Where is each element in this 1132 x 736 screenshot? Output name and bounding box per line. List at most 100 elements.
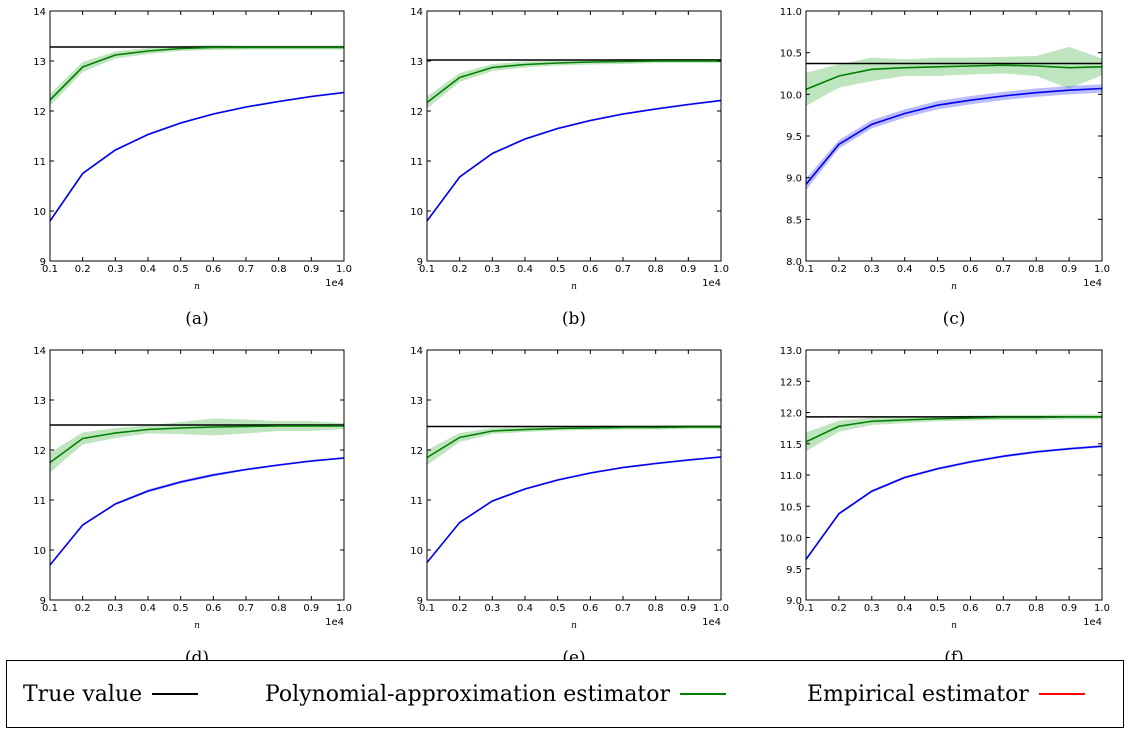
x-tick-label: 0.7	[238, 603, 254, 614]
y-tick-label: 14	[33, 346, 46, 357]
empirical-band	[806, 445, 1102, 561]
empirical-band	[427, 456, 721, 564]
x-tick-label: 1.0	[1094, 603, 1110, 614]
axes-frame	[49, 349, 345, 601]
x-tick-label: 0.7	[615, 603, 631, 614]
y-tick-label: 11	[33, 496, 46, 507]
x-tick-label: 0.3	[484, 264, 500, 275]
x-multiplier: 1e4	[1083, 278, 1102, 289]
chart-panel-4: 0.1 0.2 0.3 0.4 0.5 0.6 0.7 0.8 0.9 1.0 9 10 11 12 13 1…	[33, 346, 352, 660]
y-tick-label: 9.0	[786, 174, 802, 185]
legend-label-emp: Empirical estimator	[807, 681, 1029, 707]
x-tick-label: 0.6	[582, 603, 598, 614]
x-tick-label: 0.6	[582, 264, 598, 275]
x-tick-label: 0.5	[930, 264, 946, 275]
y-tick-label: 9.5	[786, 132, 802, 143]
x-tick-label: 0.5	[930, 603, 946, 614]
legend-entry-emp: Empirical estimator	[807, 661, 1085, 727]
x-tick-label: 0.5	[550, 264, 566, 275]
x-tick-label: 0.3	[864, 603, 880, 614]
y-tick-label: 13	[33, 396, 46, 407]
x-tick-label: 0.1	[798, 264, 814, 275]
empirical-line	[805, 87, 1103, 185]
x-tick-label: 0.1	[42, 603, 58, 614]
x-tick-label: 0.4	[517, 264, 533, 275]
panel-caption: (d)	[185, 648, 209, 660]
y-tick-label: 9	[417, 257, 423, 268]
legend-swatch-emp	[1038, 693, 1085, 695]
x-tick-label: 0.9	[303, 264, 319, 275]
y-tick-label: 13.0	[780, 346, 802, 357]
y-tick-label: 12.5	[780, 377, 802, 388]
x-multiplier: 1e4	[325, 617, 344, 628]
legend-swatch-true	[152, 693, 199, 695]
x-axis-label: n	[194, 621, 200, 631]
x-tick-label: 0.6	[205, 264, 221, 275]
y-tick-label: 14	[410, 346, 423, 357]
x-tick-label: 0.1	[42, 264, 58, 275]
y-tick-label: 14	[33, 7, 46, 18]
legend-entry-true: True value	[23, 661, 199, 727]
chart-panel-6: 0.1 0.2 0.3 0.4 0.5 0.6 0.7 0.8 0.9 1.0 9.0 9.5 10.0…	[780, 346, 1110, 660]
y-tick-label: 10.0	[780, 90, 802, 101]
x-tick-label: 0.8	[1028, 603, 1044, 614]
x-tick-label: 0.8	[648, 603, 664, 614]
y-tick-label: 14	[410, 7, 423, 18]
y-tick-label: 8.5	[786, 215, 802, 226]
x-tick-label: 0.1	[419, 264, 435, 275]
legend: True value Polynomial-approximation esti…	[6, 660, 1124, 728]
y-tick-label: 11.5	[780, 440, 802, 451]
x-tick-label: 0.3	[107, 264, 123, 275]
x-tick-label: 0.5	[550, 603, 566, 614]
y-tick-label: 12	[410, 107, 423, 118]
chart-panel-1: 0.1 0.2 0.3 0.4 0.5 0.6 0.7 0.8 0.9 1.0 9 10 11 12 13 1…	[33, 7, 352, 329]
y-tick-label: 9	[40, 596, 46, 607]
figure: 0.1 0.2 0.3 0.4 0.5 0.6 0.7 0.8 0.9 1.0 9 10 11 12 13 1…	[33, 7, 1110, 660]
x-tick-label: 0.4	[140, 603, 156, 614]
panel-caption: (c)	[943, 309, 966, 329]
axes-frame	[805, 349, 1103, 601]
y-tick-label: 10.5	[780, 49, 802, 60]
y-tick-label: 12	[33, 446, 46, 457]
empirical-line	[426, 99, 722, 222]
x-tick-label: 0.9	[680, 603, 696, 614]
poly-line	[426, 60, 721, 104]
y-tick-label: 11	[33, 157, 46, 168]
poly-band	[427, 59, 721, 109]
x-multiplier: 1e4	[1083, 617, 1102, 628]
x-tick-label: 0.7	[995, 603, 1011, 614]
y-tick-label: 8.0	[786, 257, 802, 268]
poly-line	[426, 426, 721, 459]
x-tick-label: 0.3	[484, 603, 500, 614]
x-axis-label: n	[951, 621, 957, 631]
y-tick-label: 10	[33, 207, 46, 218]
x-tick-label: 0.4	[517, 603, 533, 614]
x-tick-label: 0.3	[864, 264, 880, 275]
x-axis-label: n	[194, 282, 200, 292]
poly-band	[806, 46, 1102, 106]
legend-label-poly: Polynomial-approximation estimator	[265, 681, 671, 707]
x-tick-label: 1.0	[336, 603, 352, 614]
axes-frame	[426, 349, 722, 601]
x-tick-label: 0.7	[238, 264, 254, 275]
x-tick-label: 0.4	[897, 264, 913, 275]
panel-caption: (e)	[562, 648, 585, 660]
x-tick-label: 0.2	[831, 603, 847, 614]
y-tick-label: 10.0	[780, 534, 802, 545]
empirical-band	[50, 457, 344, 566]
y-tick-label: 11	[410, 496, 423, 507]
x-tick-label: 0.9	[303, 603, 319, 614]
x-tick-label: 1.0	[713, 264, 729, 275]
empirical-line	[805, 445, 1103, 560]
poly-line	[49, 425, 344, 464]
y-tick-label: 10.5	[780, 502, 802, 513]
x-tick-label: 0.2	[452, 603, 468, 614]
y-tick-label: 12.0	[780, 409, 802, 420]
x-tick-label: 0.2	[75, 264, 91, 275]
y-tick-label: 13	[410, 396, 423, 407]
y-tick-label: 12	[33, 107, 46, 118]
x-tick-label: 0.5	[173, 603, 189, 614]
axes-frame	[426, 10, 722, 262]
x-tick-label: 0.4	[140, 264, 156, 275]
panel-caption: (f)	[944, 648, 964, 660]
